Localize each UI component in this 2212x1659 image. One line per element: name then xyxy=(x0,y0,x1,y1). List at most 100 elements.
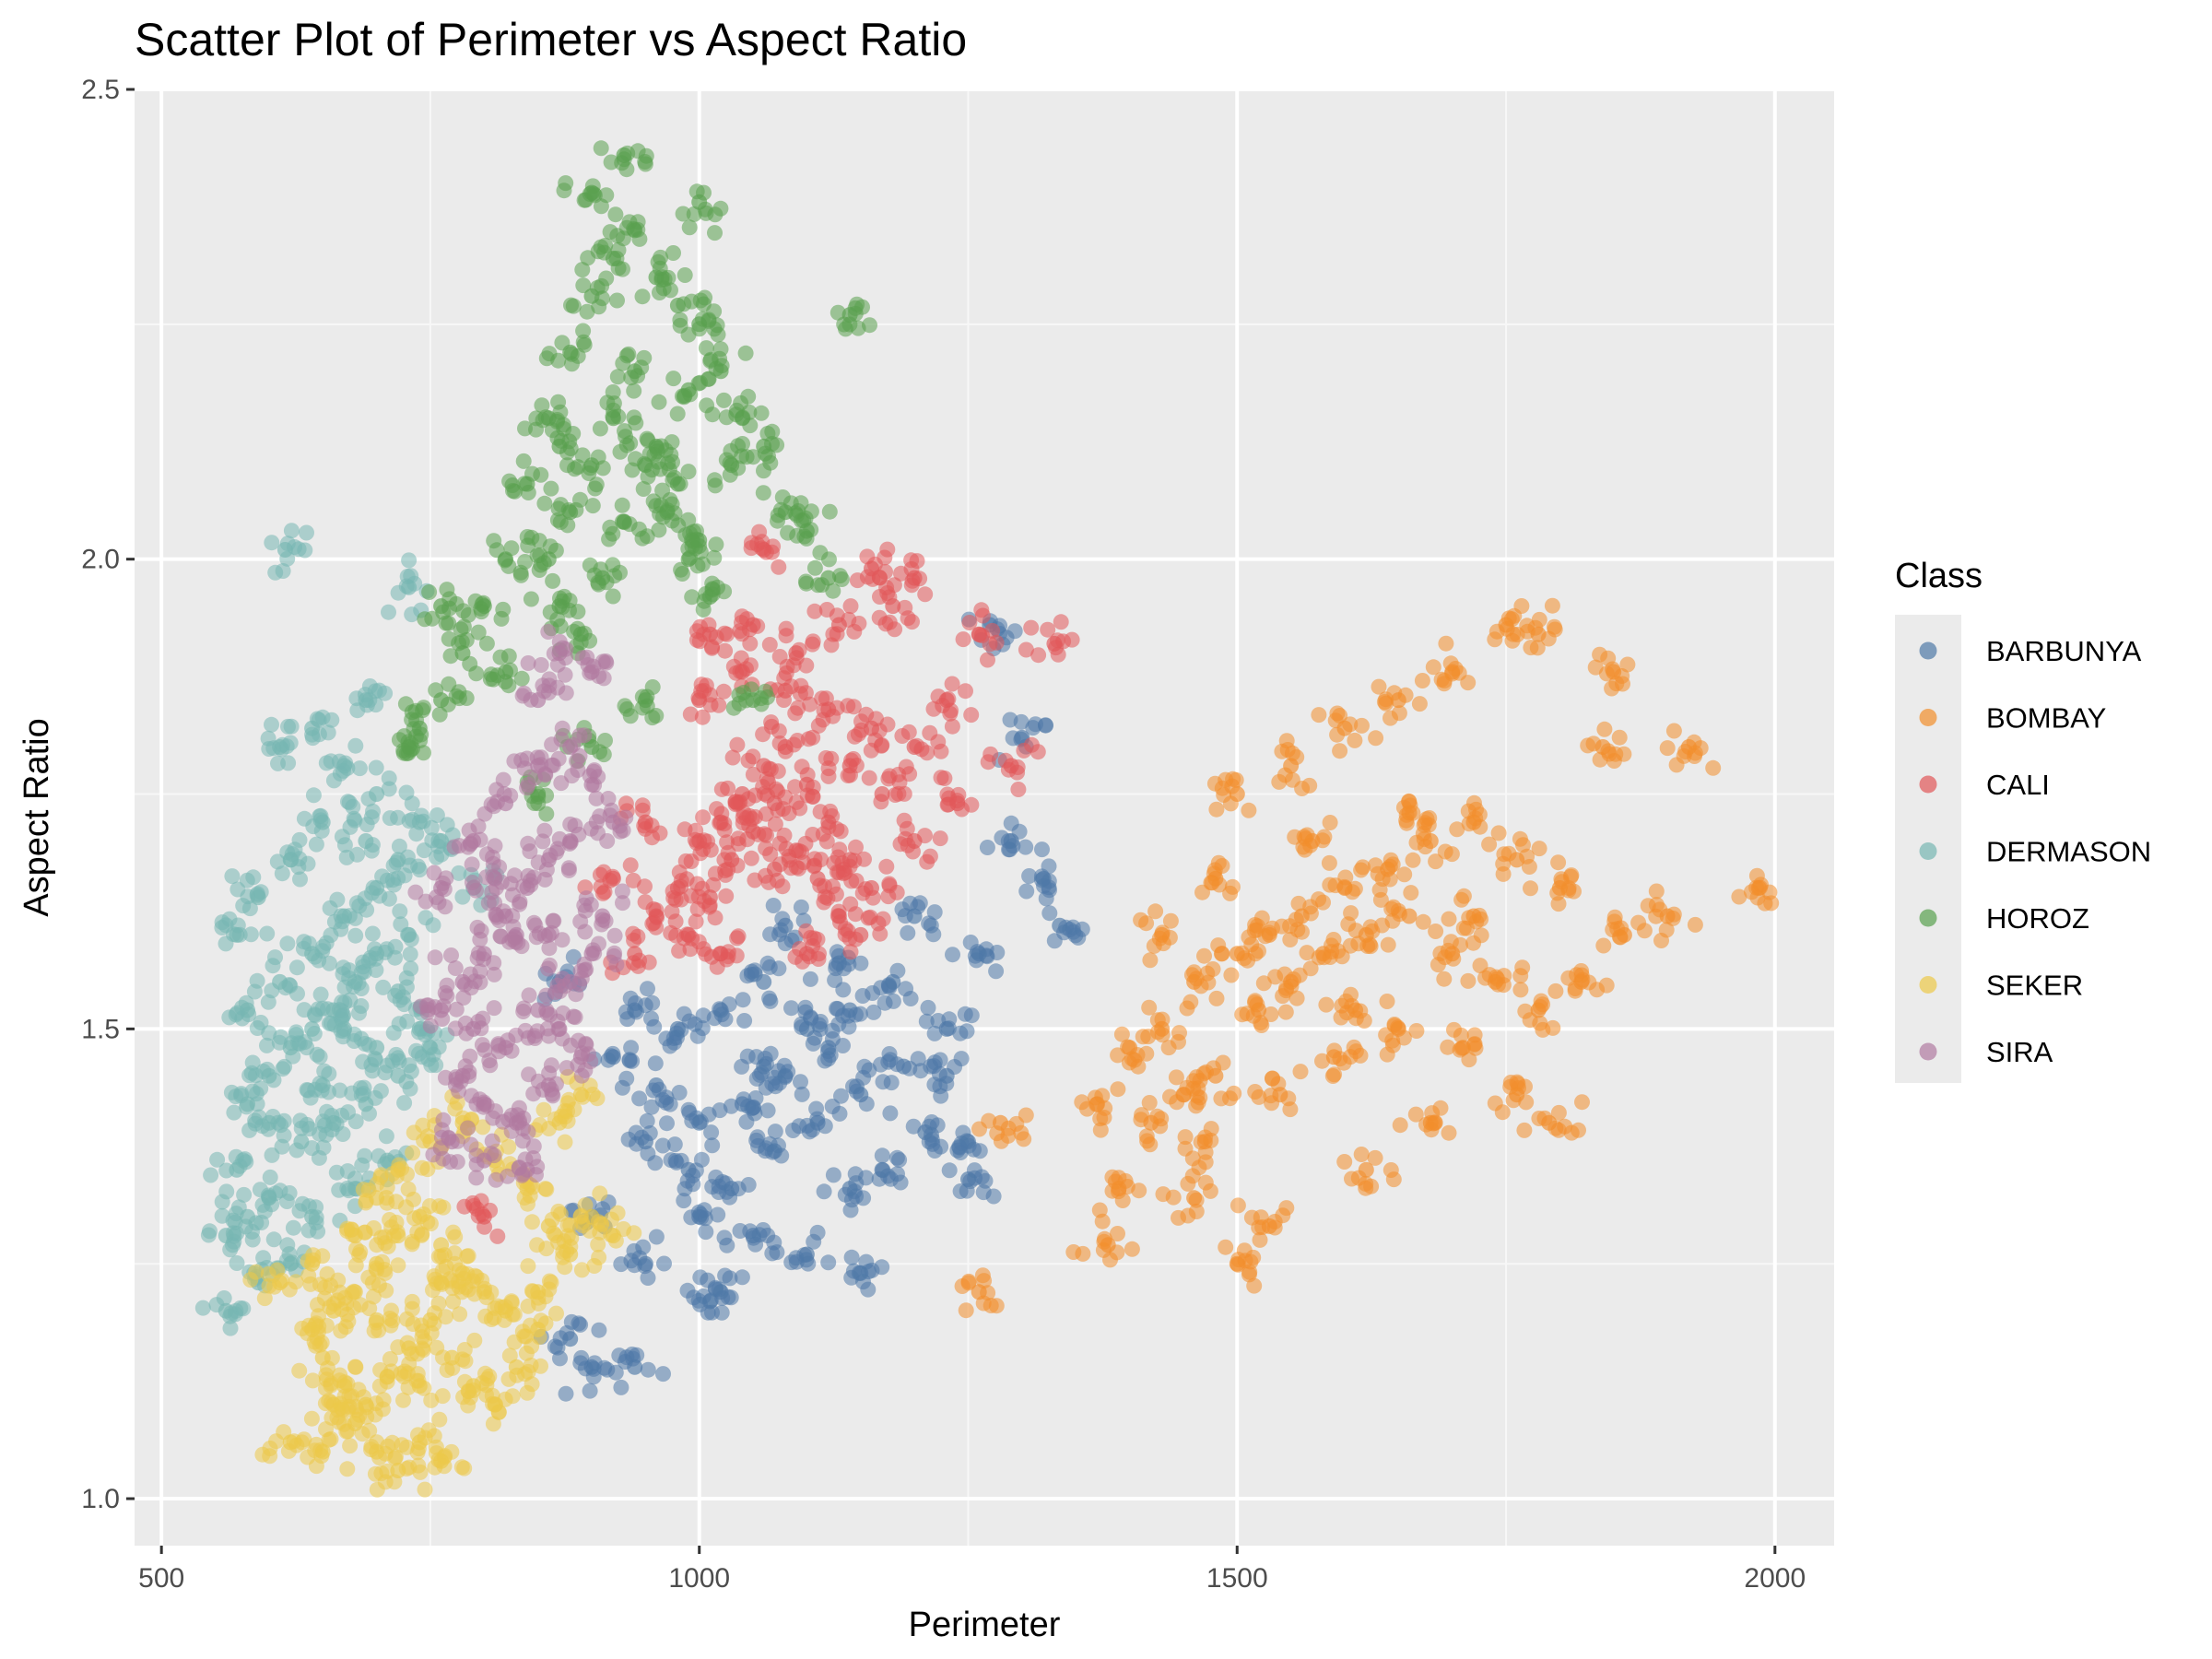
data-point xyxy=(853,955,869,971)
data-point xyxy=(592,1185,608,1202)
data-point xyxy=(585,1369,602,1385)
data-point xyxy=(276,1112,292,1129)
data-point xyxy=(865,571,881,587)
data-point xyxy=(830,849,846,865)
data-point xyxy=(835,1007,851,1024)
data-point xyxy=(1396,866,1413,883)
data-point xyxy=(1550,1104,1567,1121)
data-point xyxy=(1322,815,1338,830)
data-point xyxy=(769,1244,785,1261)
data-point xyxy=(729,857,746,874)
data-point xyxy=(690,888,707,905)
data-point xyxy=(359,901,375,918)
data-point xyxy=(364,925,381,942)
data-point xyxy=(883,1075,900,1091)
data-point xyxy=(816,1183,832,1200)
data-point xyxy=(441,615,457,631)
data-point xyxy=(515,1000,532,1017)
data-point xyxy=(357,1147,373,1164)
data-point xyxy=(1154,1027,1171,1043)
data-point xyxy=(1065,1244,1082,1260)
data-point xyxy=(735,992,751,1008)
data-point xyxy=(693,1151,710,1168)
data-point xyxy=(606,927,623,944)
data-point xyxy=(474,1037,490,1053)
data-point xyxy=(762,926,779,943)
data-point xyxy=(706,472,723,488)
data-point xyxy=(944,718,960,735)
data-point xyxy=(308,1436,324,1453)
data-point xyxy=(1183,967,1200,983)
data-point xyxy=(463,1136,479,1153)
data-point xyxy=(748,1070,765,1087)
data-point xyxy=(1687,916,1703,933)
data-point xyxy=(214,1194,230,1210)
data-point xyxy=(1018,641,1034,658)
data-point xyxy=(579,303,595,320)
data-point xyxy=(307,1317,324,1334)
data-point xyxy=(926,1077,943,1093)
data-point xyxy=(529,547,546,564)
data-point xyxy=(1574,1094,1590,1111)
data-point xyxy=(491,912,507,929)
data-point xyxy=(353,1030,370,1047)
data-point xyxy=(458,632,475,648)
data-point xyxy=(559,1242,575,1259)
data-point xyxy=(368,697,384,713)
data-point xyxy=(389,1224,406,1241)
data-point xyxy=(404,795,420,812)
data-point xyxy=(830,304,846,321)
data-point xyxy=(332,1082,348,1099)
data-point xyxy=(858,1096,875,1112)
data-point xyxy=(677,1181,693,1197)
data-point xyxy=(361,1300,378,1317)
data-point xyxy=(900,924,916,941)
data-point xyxy=(599,833,616,849)
data-point xyxy=(736,1013,753,1029)
data-point xyxy=(667,913,684,930)
data-point xyxy=(396,1095,413,1112)
data-point xyxy=(835,1038,851,1053)
data-point xyxy=(690,1292,707,1309)
data-point xyxy=(692,1269,709,1286)
data-point xyxy=(559,444,575,461)
data-point xyxy=(945,947,960,963)
data-point xyxy=(820,1254,837,1271)
data-point xyxy=(618,795,634,812)
data-point xyxy=(1282,918,1299,935)
data-point xyxy=(502,787,519,804)
data-point xyxy=(924,1126,939,1143)
data-point xyxy=(1041,873,1057,889)
data-point xyxy=(483,666,500,683)
data-point xyxy=(594,885,611,901)
data-point xyxy=(900,610,916,627)
data-point xyxy=(349,846,365,863)
data-point xyxy=(455,990,472,1006)
data-point xyxy=(1249,996,1265,1013)
data-point xyxy=(542,847,559,864)
data-point xyxy=(351,1005,367,1021)
data-point xyxy=(1354,717,1370,734)
data-point xyxy=(749,618,766,634)
data-point xyxy=(846,623,863,640)
data-point xyxy=(930,688,947,705)
data-point xyxy=(1566,883,1582,900)
data-point xyxy=(897,908,913,924)
x-tick-label: 1500 xyxy=(1206,1563,1268,1594)
data-point xyxy=(643,462,660,478)
data-point xyxy=(683,1209,700,1226)
data-point xyxy=(706,549,723,566)
data-point xyxy=(365,803,381,819)
data-point xyxy=(400,1181,417,1197)
data-point xyxy=(417,1481,433,1498)
data-point xyxy=(963,1007,980,1024)
data-point xyxy=(1495,865,1512,882)
data-point xyxy=(783,1000,799,1017)
data-point xyxy=(364,1275,381,1291)
data-point xyxy=(718,888,735,904)
data-point xyxy=(1653,933,1669,948)
data-point xyxy=(617,698,633,714)
data-point xyxy=(390,1339,406,1356)
data-point xyxy=(318,1381,334,1397)
data-point xyxy=(1205,961,1221,977)
